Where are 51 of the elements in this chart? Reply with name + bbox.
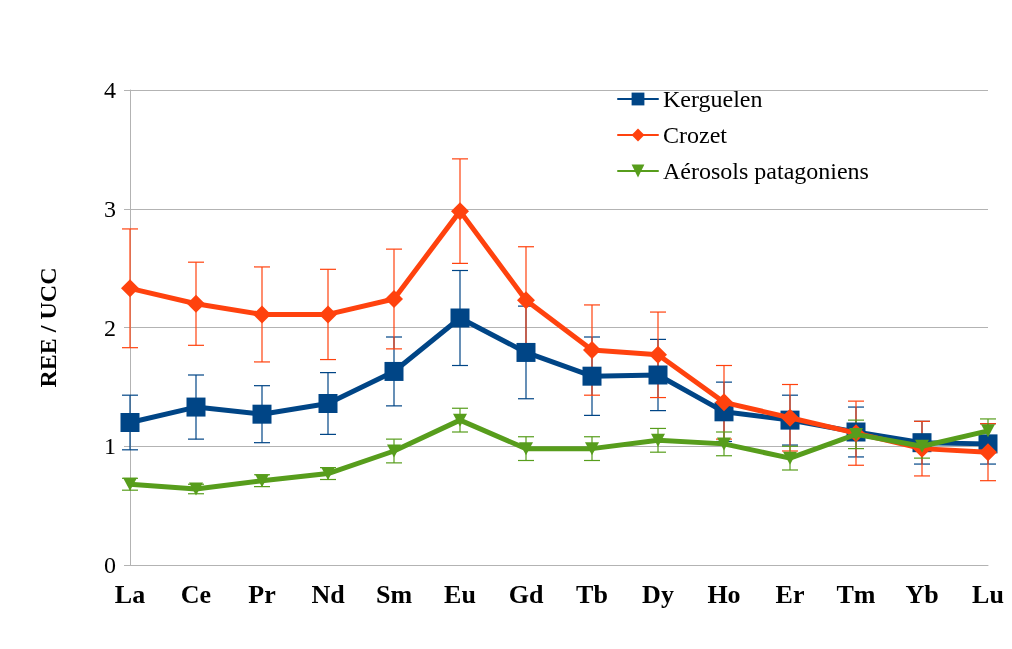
point: [453, 413, 467, 427]
y-tick-label: 4: [104, 77, 116, 103]
y-tick-label: 3: [104, 195, 116, 222]
point: [651, 433, 665, 447]
x-tick-label: Er: [775, 579, 805, 609]
point: [385, 290, 403, 308]
point: [387, 444, 401, 458]
x-tick-label: Sm: [375, 579, 413, 609]
x-tick-label: Nd: [311, 579, 346, 609]
point: [649, 345, 667, 364]
x-tick-label: Ce: [180, 579, 212, 609]
point: [648, 365, 668, 385]
point: [253, 305, 271, 324]
point: [516, 342, 536, 362]
point: [384, 361, 404, 381]
point: [450, 308, 470, 328]
point: [981, 424, 995, 438]
x-tick-label: Yb: [905, 579, 939, 609]
x-tick-label: Tb: [576, 579, 608, 609]
point: [121, 279, 139, 298]
point: [979, 443, 997, 462]
point: [717, 437, 731, 451]
point: [517, 291, 535, 310]
y-tick-label: 1: [104, 433, 116, 460]
point: [519, 442, 533, 456]
x-tick-label: Eu: [444, 579, 476, 609]
point: [319, 305, 337, 324]
x-tick-label: Pr: [248, 579, 276, 609]
y-tick-label: 2: [104, 314, 116, 341]
legend-label: Kerguelen: [663, 86, 763, 112]
point: [583, 341, 601, 360]
point: [120, 413, 140, 432]
point: [715, 393, 733, 412]
x-tick-label: Gd: [508, 579, 544, 609]
x-tick-label: Tm: [836, 579, 876, 609]
point: [783, 451, 797, 465]
x-tick-label: Dy: [642, 579, 674, 609]
y-tick-label: 0: [104, 552, 116, 578]
point: [451, 202, 469, 221]
point: [585, 442, 599, 456]
point: [187, 294, 205, 313]
x-tick-label: La: [114, 579, 146, 609]
point: [252, 404, 272, 424]
point: [318, 394, 338, 413]
point: [582, 366, 602, 386]
legend-label: Crozet: [663, 122, 728, 148]
y-axis-title: REE / UCC: [35, 267, 61, 388]
legend-label: Aérosols patagoniens: [663, 158, 869, 184]
x-tick-label: Ho: [707, 579, 741, 609]
x-tick-label: Lu: [972, 579, 1004, 609]
point: [186, 397, 206, 417]
